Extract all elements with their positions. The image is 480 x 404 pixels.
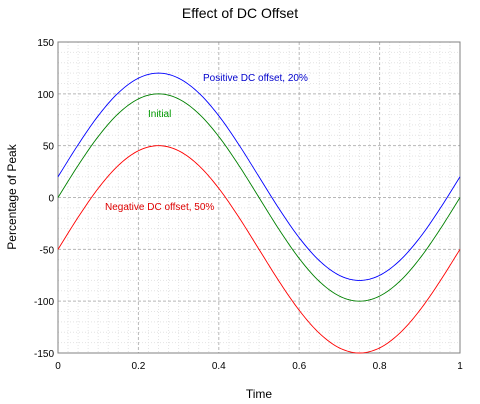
x-tick-label: 1 (457, 361, 463, 372)
series-label-initial: Initial (148, 109, 171, 120)
x-tick-label: 0.2 (131, 361, 145, 372)
x-tick-label: 0.6 (292, 361, 306, 372)
tick-labels: 0 0.2 0.4 0.6 0.8 1 150 100 50 0 -50 -100 -150 (34, 38, 463, 372)
x-axis-label: Time (246, 387, 273, 401)
x-tick-label: 0.4 (212, 361, 226, 372)
y-tick-label: 50 (43, 142, 55, 153)
y-axis-label: Percentage of Peak (5, 143, 19, 249)
y-tick-label: -150 (34, 349, 54, 360)
x-tick-label: 0 (55, 361, 61, 372)
series-label-negative-offset: Negative DC offset, 50% (105, 202, 214, 213)
chart-title: Effect of DC Offset (182, 5, 298, 21)
y-tick-label: 100 (37, 90, 54, 101)
y-tick-label: -100 (34, 297, 54, 308)
series-lines (57, 72, 461, 354)
series-line-positive-offset (57, 72, 461, 281)
x-tick-label: 0.8 (373, 361, 387, 372)
series-line-initial (57, 93, 461, 302)
series-label-positive-offset: Positive DC offset, 20% (203, 73, 308, 84)
y-tick-label: 0 (48, 194, 54, 205)
y-tick-label: 150 (37, 38, 54, 49)
y-tick-label: -50 (40, 245, 55, 256)
series-line-negative-offset (57, 145, 461, 354)
grid (58, 42, 460, 353)
